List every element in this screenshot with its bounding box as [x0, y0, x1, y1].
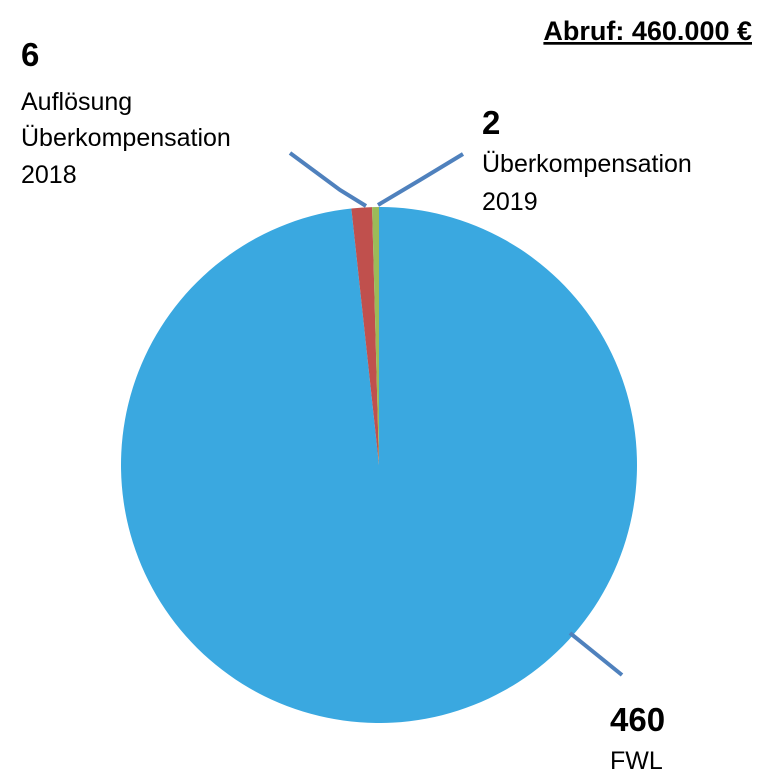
- leader-line-1: [568, 631, 624, 677]
- leader-line-2: [288, 151, 368, 208]
- slice-name-label: Überkompensation: [21, 124, 231, 152]
- slice-value-label: 460: [610, 701, 665, 738]
- slice-value-label: 2: [482, 104, 500, 141]
- slice-name-label: 2018: [21, 161, 77, 189]
- leader-line-3: [376, 152, 465, 207]
- slice-name-label: Überkompensation: [482, 150, 692, 178]
- slice-value-label: 6: [21, 36, 39, 73]
- pie-slice-1: [120, 207, 637, 723]
- leader-lines: [288, 151, 624, 677]
- slice-name-label: Auflösung: [21, 88, 132, 116]
- pie-slice-3: [372, 207, 379, 465]
- pie-slices: [120, 207, 637, 723]
- chart-title: Abruf: 460.000 €: [543, 16, 752, 46]
- slice-name-label: FWL: [610, 747, 663, 774]
- slice-name-label: 2019: [482, 188, 538, 216]
- pie-slice-2: [351, 207, 379, 465]
